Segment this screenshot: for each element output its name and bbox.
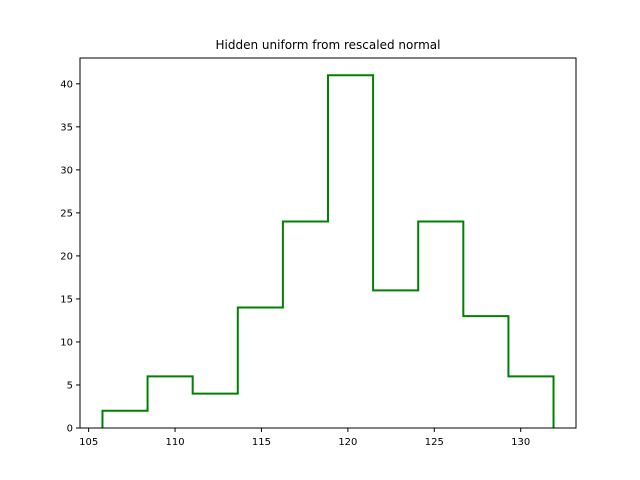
y-tick-label: 40 bbox=[60, 79, 73, 90]
x-tick-label: 110 bbox=[166, 437, 185, 448]
histogram-step-line bbox=[101, 74, 555, 428]
y-tick-label: 30 bbox=[60, 165, 73, 176]
x-tick-label: 125 bbox=[425, 437, 444, 448]
y-tick-label: 10 bbox=[60, 337, 73, 348]
y-tick-label: 35 bbox=[60, 122, 73, 133]
y-tick-label: 20 bbox=[60, 251, 73, 262]
chart-title: Hidden uniform from rescaled normal bbox=[216, 38, 441, 52]
y-tick-label: 0 bbox=[67, 424, 73, 435]
x-axis: 105 110 115 120 125 130 bbox=[79, 428, 530, 448]
x-tick-label: 115 bbox=[252, 437, 271, 448]
y-tick-label: 15 bbox=[60, 294, 73, 305]
y-tick-label: 25 bbox=[60, 208, 73, 219]
y-tick-label: 5 bbox=[67, 380, 73, 391]
x-tick-label: 105 bbox=[79, 437, 98, 448]
axes-frame bbox=[79, 57, 577, 429]
plot-area bbox=[79, 57, 577, 429]
x-tick-label: 130 bbox=[511, 437, 530, 448]
y-axis: 0 5 10 15 20 25 30 35 40 bbox=[60, 79, 80, 435]
x-tick-label: 120 bbox=[338, 437, 357, 448]
